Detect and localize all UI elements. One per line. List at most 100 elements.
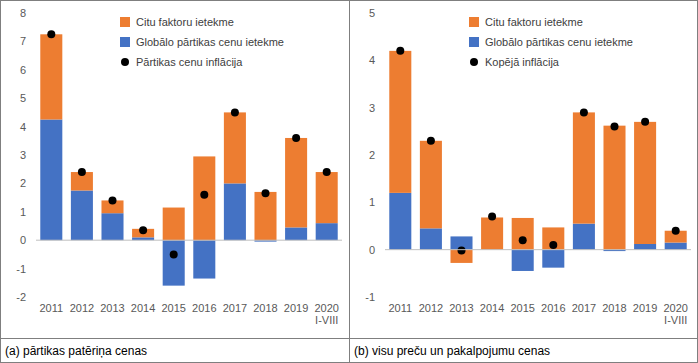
- x-tick-label-line: 2019: [633, 302, 657, 314]
- legend-swatch: [469, 17, 479, 27]
- x-tick-label: 2012: [419, 302, 443, 314]
- x-tick-label-line: 2011: [388, 302, 412, 314]
- bar: [224, 112, 246, 183]
- x-tick-label: 2015: [510, 302, 534, 314]
- dot: [458, 247, 466, 255]
- caption: (a) pārtikas patēriņa cenas: [5, 344, 147, 358]
- bar: [163, 208, 185, 241]
- dot: [549, 241, 557, 249]
- bar: [316, 223, 338, 240]
- x-tick-label: 2019: [633, 302, 657, 314]
- x-tick-label: 2014: [480, 302, 504, 314]
- y-tick-label: -1: [365, 291, 375, 303]
- panel-divider: [349, 0, 350, 363]
- y-tick-label: 7: [20, 35, 26, 47]
- bar: [40, 120, 62, 241]
- x-tick-label: 2013: [449, 302, 473, 314]
- x-tick-label: 2017: [572, 302, 596, 314]
- x-tick-label-line: 2017: [223, 302, 247, 314]
- y-tick-label: 2: [20, 177, 26, 189]
- x-tick-label: 2012: [70, 302, 94, 314]
- zero-line: [36, 240, 342, 241]
- chart-1: -101234520112012201320142015201620172018…: [354, 7, 691, 358]
- dot: [641, 118, 649, 126]
- x-tick-label: 2014: [131, 302, 155, 314]
- legend-swatch: [120, 37, 130, 47]
- caption-divider: [0, 338, 698, 339]
- y-tick-label: 5: [369, 7, 375, 19]
- bar: [512, 250, 534, 271]
- x-tick-label-line: 2012: [419, 302, 443, 314]
- bar: [193, 240, 215, 278]
- dot: [323, 168, 331, 176]
- bar: [481, 217, 503, 249]
- x-tick-label: 2011: [388, 302, 412, 314]
- x-tick-label-line: 2011: [39, 302, 63, 314]
- frame: [1, 1, 698, 363]
- bar: [420, 141, 442, 229]
- bar: [573, 112, 595, 223]
- y-tick-label: 4: [369, 54, 375, 66]
- y-tick-label: 0: [369, 244, 375, 256]
- legend-label: Citu faktoru ietekme: [136, 16, 234, 28]
- bar: [193, 156, 215, 240]
- x-tick-label: 2013: [100, 302, 124, 314]
- x-tick-label: 2011: [39, 302, 63, 314]
- x-tick-label-line: 2013: [100, 302, 124, 314]
- x-tick-label-line: I-VIII: [664, 314, 687, 326]
- dot: [200, 191, 208, 199]
- x-tick-label-line: 2019: [284, 302, 308, 314]
- bar: [634, 244, 656, 250]
- x-tick-label: 2019: [284, 302, 308, 314]
- bar: [512, 218, 534, 250]
- bar: [71, 191, 93, 241]
- legend-swatch: [121, 58, 129, 66]
- y-tick-label: 6: [20, 64, 26, 76]
- plot-area: [389, 47, 686, 271]
- y-tick-label: 0: [20, 234, 26, 246]
- x-tick-label: 2016: [192, 302, 216, 314]
- dot: [427, 137, 435, 145]
- bar: [254, 192, 276, 240]
- y-tick-label: 1: [20, 206, 26, 218]
- legend-label: Globālo pārtikas cenu ietekme: [136, 36, 284, 48]
- dot: [519, 236, 527, 244]
- dot: [488, 213, 496, 221]
- dot: [170, 250, 178, 258]
- legend-label: Pārtikas cenu inflācija: [136, 56, 243, 68]
- y-tick-label: -1: [16, 263, 26, 275]
- x-tick-label-line: I-VIII: [315, 314, 338, 326]
- y-tick-label: 4: [20, 121, 26, 133]
- dot: [47, 30, 55, 38]
- dot: [580, 108, 588, 116]
- bar: [389, 51, 411, 193]
- legend-label: Kopējā inflācija: [485, 56, 560, 68]
- legend-swatch: [120, 17, 130, 27]
- y-tick-label: 8: [20, 7, 26, 19]
- x-tick-label-line: 2014: [480, 302, 504, 314]
- bar: [603, 126, 625, 250]
- dot: [292, 134, 300, 142]
- bar: [285, 227, 307, 240]
- bar: [634, 122, 656, 244]
- x-tick-label: 2020I-VIII: [314, 302, 338, 326]
- dot: [611, 123, 619, 131]
- y-tick-label: -2: [16, 291, 26, 303]
- legend-label: Citu faktoru ietekme: [485, 16, 583, 28]
- x-tick-label-line: 2013: [449, 302, 473, 314]
- x-tick-label-line: 2014: [131, 302, 155, 314]
- caption: (b) visu preču un pakalpojumu cenas: [354, 344, 550, 358]
- bar: [285, 138, 307, 227]
- legend-label: Globālo pārtikas cenu ietekme: [485, 36, 633, 48]
- x-tick-label-line: 2018: [602, 302, 626, 314]
- bar: [163, 240, 185, 285]
- y-tick-label: 1: [369, 196, 375, 208]
- y-tick-label: 3: [369, 102, 375, 114]
- dot: [231, 108, 239, 116]
- y-tick-label: 2: [369, 149, 375, 161]
- figure: -2-1012345678201120122013201420152016201…: [0, 0, 698, 363]
- x-tick-label-line: 2018: [253, 302, 277, 314]
- bar: [40, 34, 62, 119]
- plot-area: [40, 30, 337, 285]
- zero-line: [385, 249, 691, 250]
